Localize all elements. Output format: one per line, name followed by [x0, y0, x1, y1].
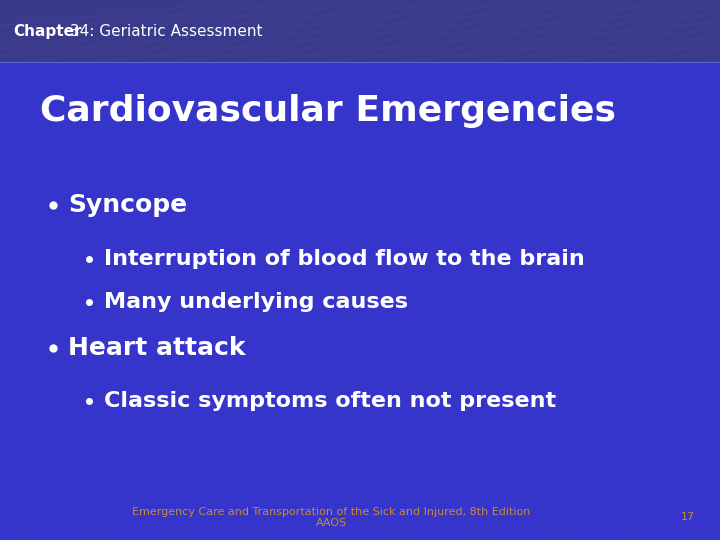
Text: Heart attack: Heart attack [68, 336, 246, 360]
Text: Emergency Care and Transportation of the Sick and Injured, 8th Edition
AAOS: Emergency Care and Transportation of the… [132, 507, 531, 528]
Text: 17: 17 [680, 512, 695, 522]
Text: 34: Geriatric Assessment: 34: Geriatric Assessment [65, 24, 262, 38]
Text: Many underlying causes: Many underlying causes [104, 292, 408, 313]
Bar [0, 0, 720, 62]
Text: Cardiovascular Emergencies: Cardiovascular Emergencies [40, 94, 616, 127]
Text: Syncope: Syncope [68, 193, 187, 217]
Text: Interruption of blood flow to the brain: Interruption of blood flow to the brain [104, 249, 585, 269]
Text: Classic symptoms often not present: Classic symptoms often not present [104, 390, 557, 411]
Text: Chapter: Chapter [13, 24, 81, 38]
